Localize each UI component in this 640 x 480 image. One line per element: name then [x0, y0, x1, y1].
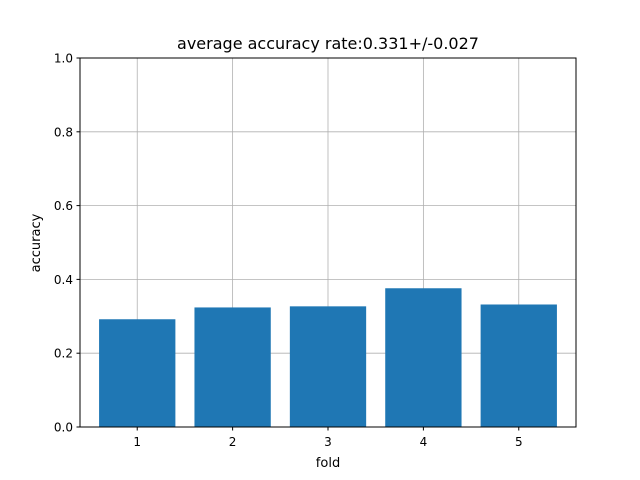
bar-fold-4 — [385, 288, 462, 427]
bars — [99, 288, 557, 427]
chart-title: average accuracy rate:0.331+/-0.027 — [177, 34, 479, 53]
y-tick-label: 0.0 — [54, 421, 73, 435]
y-tick-label: 0.6 — [54, 199, 73, 213]
y-tick-label: 0.4 — [54, 273, 73, 287]
x-tick-label: 3 — [324, 435, 332, 449]
y-tick-label: 1.0 — [54, 52, 73, 66]
y-axis-ticks: 0.0 0.2 0.4 0.6 0.8 1.0 — [54, 52, 80, 435]
bar-fold-1 — [99, 319, 176, 427]
x-tick-label: 1 — [133, 435, 141, 449]
bar-fold-2 — [194, 307, 271, 427]
x-tick-label: 2 — [229, 435, 237, 449]
x-tick-label: 5 — [515, 435, 523, 449]
y-axis-label: accuracy — [29, 213, 44, 272]
x-axis-label: fold — [316, 456, 340, 471]
x-tick-label: 4 — [420, 435, 428, 449]
bar-fold-5 — [480, 304, 557, 427]
y-tick-label: 0.2 — [54, 347, 73, 361]
y-tick-label: 0.8 — [54, 125, 73, 139]
x-axis-ticks: 1 2 3 4 5 — [133, 427, 523, 449]
bar-fold-3 — [289, 306, 367, 427]
